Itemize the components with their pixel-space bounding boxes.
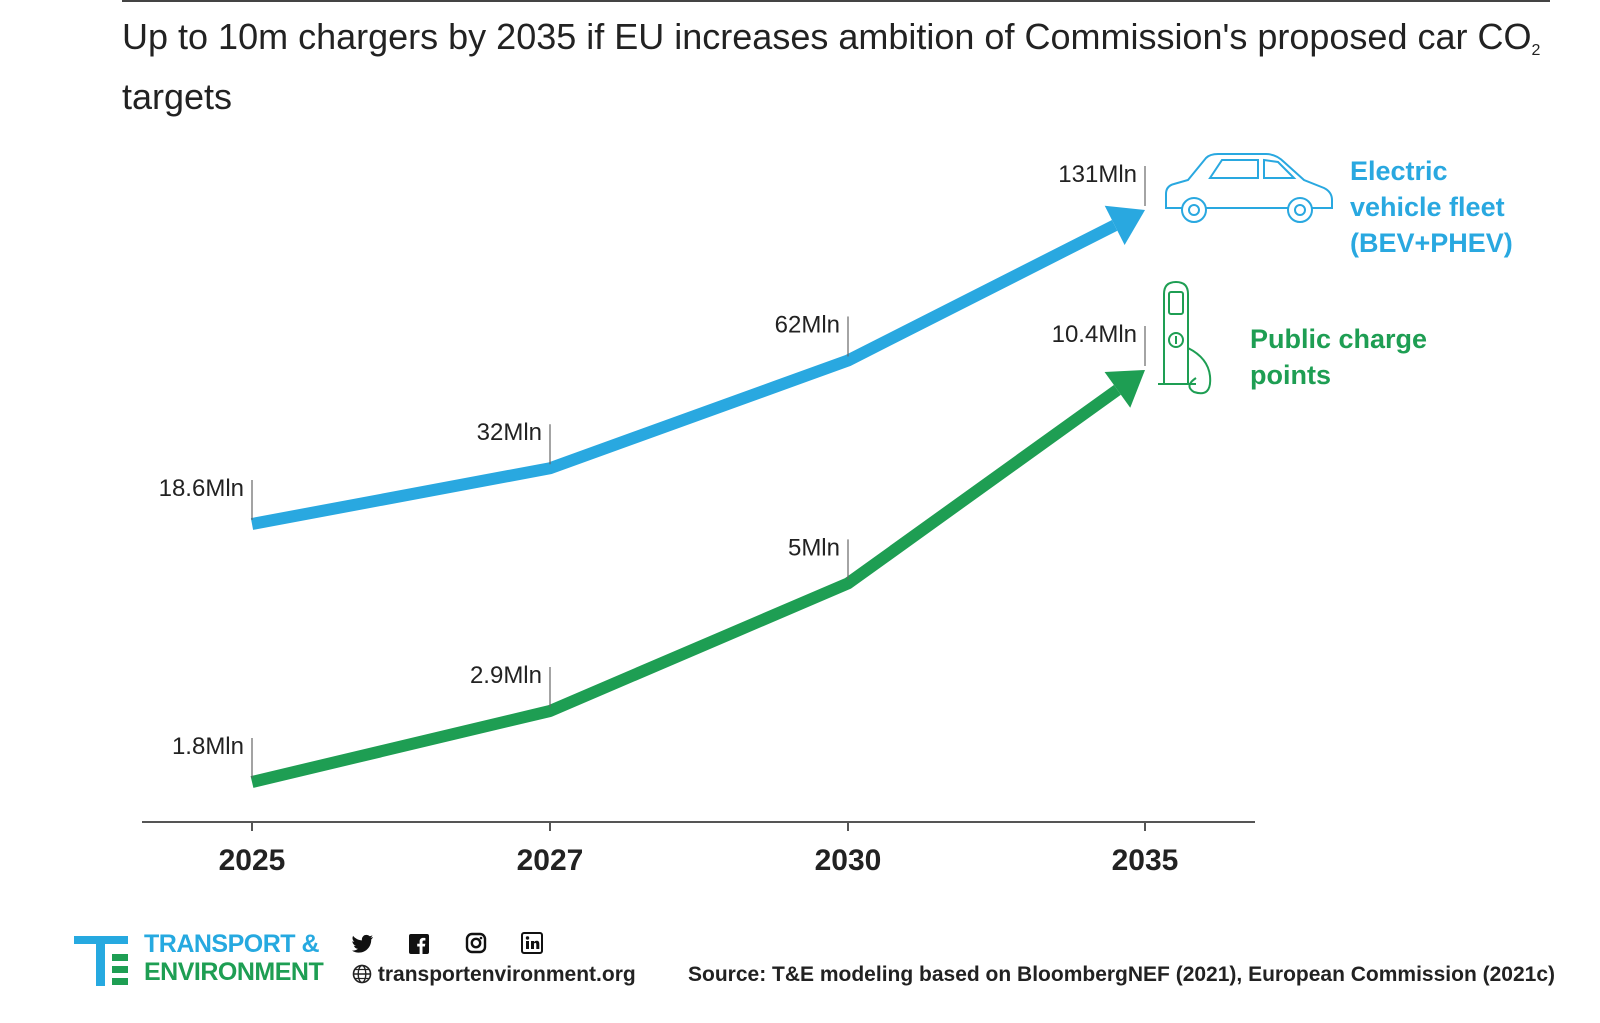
globe-icon — [352, 964, 372, 984]
data-label: 32Mln — [477, 419, 542, 446]
source-note: Source: T&E modeling based on BloombergN… — [688, 963, 1555, 986]
data-label: 62Mln — [775, 311, 840, 338]
legend-label: points — [1250, 360, 1331, 390]
top-rule — [122, 0, 1550, 2]
instagram-icon[interactable] — [465, 932, 487, 954]
series-line — [250, 384, 1121, 788]
chart-title: Up to 10m chargers by 2035 if EU increas… — [122, 16, 1541, 117]
line-chart: 2025 2027 2030 2035 18.6Mln 32Mln 62Mln 131Mln E… — [142, 153, 1513, 877]
te-logo — [74, 936, 128, 986]
social-links — [352, 932, 573, 959]
website-link[interactable]: transportenvironment.org — [352, 963, 636, 987]
brand-line-2: ENVIRONMENT — [144, 958, 324, 986]
twitter-icon[interactable] — [352, 934, 374, 956]
brand-line-1: TRANSPORT & — [144, 930, 320, 958]
footer: TRANSPORT & ENVIRONMENT transportenviron… — [0, 930, 1600, 1000]
x-tick-label: 2035 — [1112, 844, 1179, 877]
brand-name: TRANSPORT & ENVIRONMENT — [144, 930, 324, 986]
data-label: 5Mln — [788, 534, 840, 561]
legend-label: (BEV+PHEV) — [1350, 228, 1513, 258]
data-label: 18.6Mln — [159, 475, 244, 502]
x-tick-label: 2027 — [517, 844, 584, 877]
x-tick-label: 2030 — [815, 844, 882, 877]
website-text: transportenvironment.org — [377, 963, 636, 986]
x-tick-label: 2025 — [219, 844, 286, 877]
data-label: 1.8Mln — [172, 733, 244, 760]
data-label: 131Mln — [1058, 161, 1137, 188]
legend-label: Electric — [1350, 156, 1448, 186]
legend-label: vehicle fleet — [1350, 192, 1505, 222]
series-line — [250, 220, 1118, 530]
linkedin-icon[interactable] — [521, 932, 544, 954]
car-icon — [1165, 153, 1333, 223]
series-arrow-head — [1104, 370, 1145, 408]
facebook-icon[interactable] — [408, 934, 430, 956]
data-label: 10.4Mln — [1052, 321, 1137, 348]
data-label: 2.9Mln — [470, 662, 542, 689]
charging-station-icon — [1158, 280, 1212, 395]
legend-label: Public charge — [1250, 324, 1427, 354]
series-arrow-head — [1104, 205, 1145, 245]
